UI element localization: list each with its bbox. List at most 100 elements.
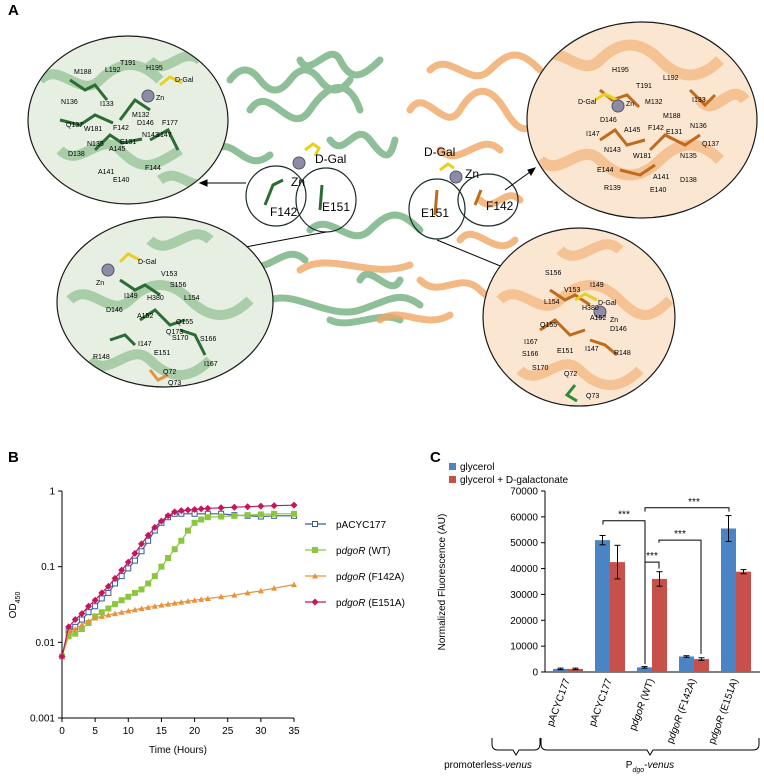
res-label: F142	[113, 125, 129, 132]
growth-chart: 0.001 0.01 0.1 1 0 5 10 15 20 25 30 35 Time (Hours…	[8, 487, 405, 757]
data-point	[125, 607, 132, 614]
data-point	[157, 517, 165, 525]
data-point	[145, 604, 152, 610]
data-point	[191, 519, 198, 526]
res-label: S156	[170, 282, 186, 289]
data-point	[112, 610, 119, 617]
significance-mark: ***	[688, 497, 700, 508]
data-point	[290, 501, 298, 509]
data-point	[171, 546, 178, 553]
data-point	[98, 613, 105, 619]
res-label: S166	[200, 336, 216, 343]
data-point	[111, 574, 119, 582]
data-point	[151, 523, 159, 531]
res-label: L192	[663, 75, 679, 82]
res-label: R148	[614, 350, 631, 357]
y-tick-label: 50000	[510, 538, 538, 549]
res-label: T191	[120, 60, 136, 67]
data-point	[171, 508, 179, 516]
growth-x-title: Time (Hours)	[149, 745, 207, 756]
res-label: I147	[158, 132, 172, 139]
series-line	[61, 513, 294, 657]
active-site-green	[263, 142, 324, 211]
res-label: Q137	[702, 141, 719, 148]
data-point	[271, 510, 278, 517]
data-point	[145, 537, 152, 544]
y-tick-label: 20000	[510, 616, 538, 627]
data-point	[138, 540, 146, 548]
label-e151-orange: E151	[421, 206, 449, 220]
panel-c-label: C	[430, 449, 441, 466]
data-point	[312, 521, 318, 527]
res-label: N135	[87, 141, 104, 148]
category-label: pdgoR (F142A)	[665, 677, 699, 745]
group-label: Pdgo-venus	[626, 760, 674, 774]
data-point	[217, 504, 225, 512]
data-point	[271, 585, 278, 591]
res-label: Zn	[96, 280, 104, 287]
data-point	[131, 557, 138, 564]
category-label-part: (E151A)	[717, 677, 741, 718]
data-point	[312, 573, 318, 579]
data-point	[112, 601, 119, 608]
res-label: D-Gal	[175, 77, 194, 84]
legend-label-part: dgoR	[342, 598, 366, 609]
x-tick-label: 35	[288, 726, 300, 737]
label-dgal-orange: D-Gal	[424, 145, 455, 159]
data-point	[171, 600, 178, 606]
res-label: A141	[98, 169, 114, 176]
group-label: promoterless-venus	[444, 760, 532, 771]
legend-label: glycerol	[460, 462, 494, 473]
category-label: pdgoR (E151A)	[707, 677, 741, 746]
res-label: E144	[597, 167, 613, 174]
data-point	[177, 507, 185, 515]
data-point	[65, 623, 73, 631]
res-label: Q173	[166, 329, 183, 336]
res-label: A145	[109, 146, 125, 153]
growth-y-ticks: 0.001 0.01 0.1 1	[30, 487, 62, 725]
res-label: T191	[636, 83, 652, 90]
group-label-part: -	[644, 760, 647, 771]
data-point	[85, 618, 92, 624]
data-point	[131, 589, 138, 596]
group-brackets: promoterless-venus Pdgo-venus	[444, 738, 760, 774]
res-label: Zn	[610, 317, 618, 324]
growth-y-title-sub: 450	[15, 592, 22, 604]
res-label: D146	[600, 117, 617, 124]
inset-bottom-left-labels: D-Gal V153 Zn S156 I149 H380 L154 D146 A…	[93, 259, 218, 387]
legend-label: pdgoR (WT)	[336, 546, 390, 557]
data-point	[291, 510, 297, 517]
data-point	[165, 601, 172, 607]
res-label: N135	[680, 153, 697, 160]
data-point	[58, 652, 66, 660]
legend-label-part: (F142A)	[365, 572, 404, 583]
res-label: Q72	[163, 369, 176, 376]
significance-brackets: *** *** *** ***	[602, 497, 730, 665]
res-label: E131	[120, 139, 136, 146]
res-label: V153	[161, 271, 177, 278]
group-label-part: P	[626, 760, 633, 771]
bar	[610, 562, 625, 672]
growth-y-title-main: OD	[8, 603, 19, 618]
data-point	[78, 610, 86, 618]
legend-label: pdgoR (F142A)	[336, 572, 404, 583]
y-tick-label: 70000	[510, 487, 538, 498]
legend-label: pACYC177	[336, 520, 386, 531]
data-point	[105, 605, 112, 612]
data-point	[125, 565, 132, 572]
data-point	[191, 505, 199, 513]
legend-label-part: dgoR	[342, 546, 366, 557]
bracket	[658, 539, 702, 654]
data-point	[231, 592, 238, 598]
res-label: S166	[522, 351, 538, 358]
res-label: D-Gal	[578, 99, 597, 106]
group-bracket	[540, 738, 760, 756]
data-point	[204, 504, 212, 512]
data-point	[198, 596, 205, 602]
bracket	[644, 561, 660, 665]
legend-swatch	[449, 476, 456, 483]
res-label: I149	[590, 282, 604, 289]
legend-label: glycerol + D-galactonate	[460, 475, 569, 486]
data-point	[184, 527, 191, 534]
